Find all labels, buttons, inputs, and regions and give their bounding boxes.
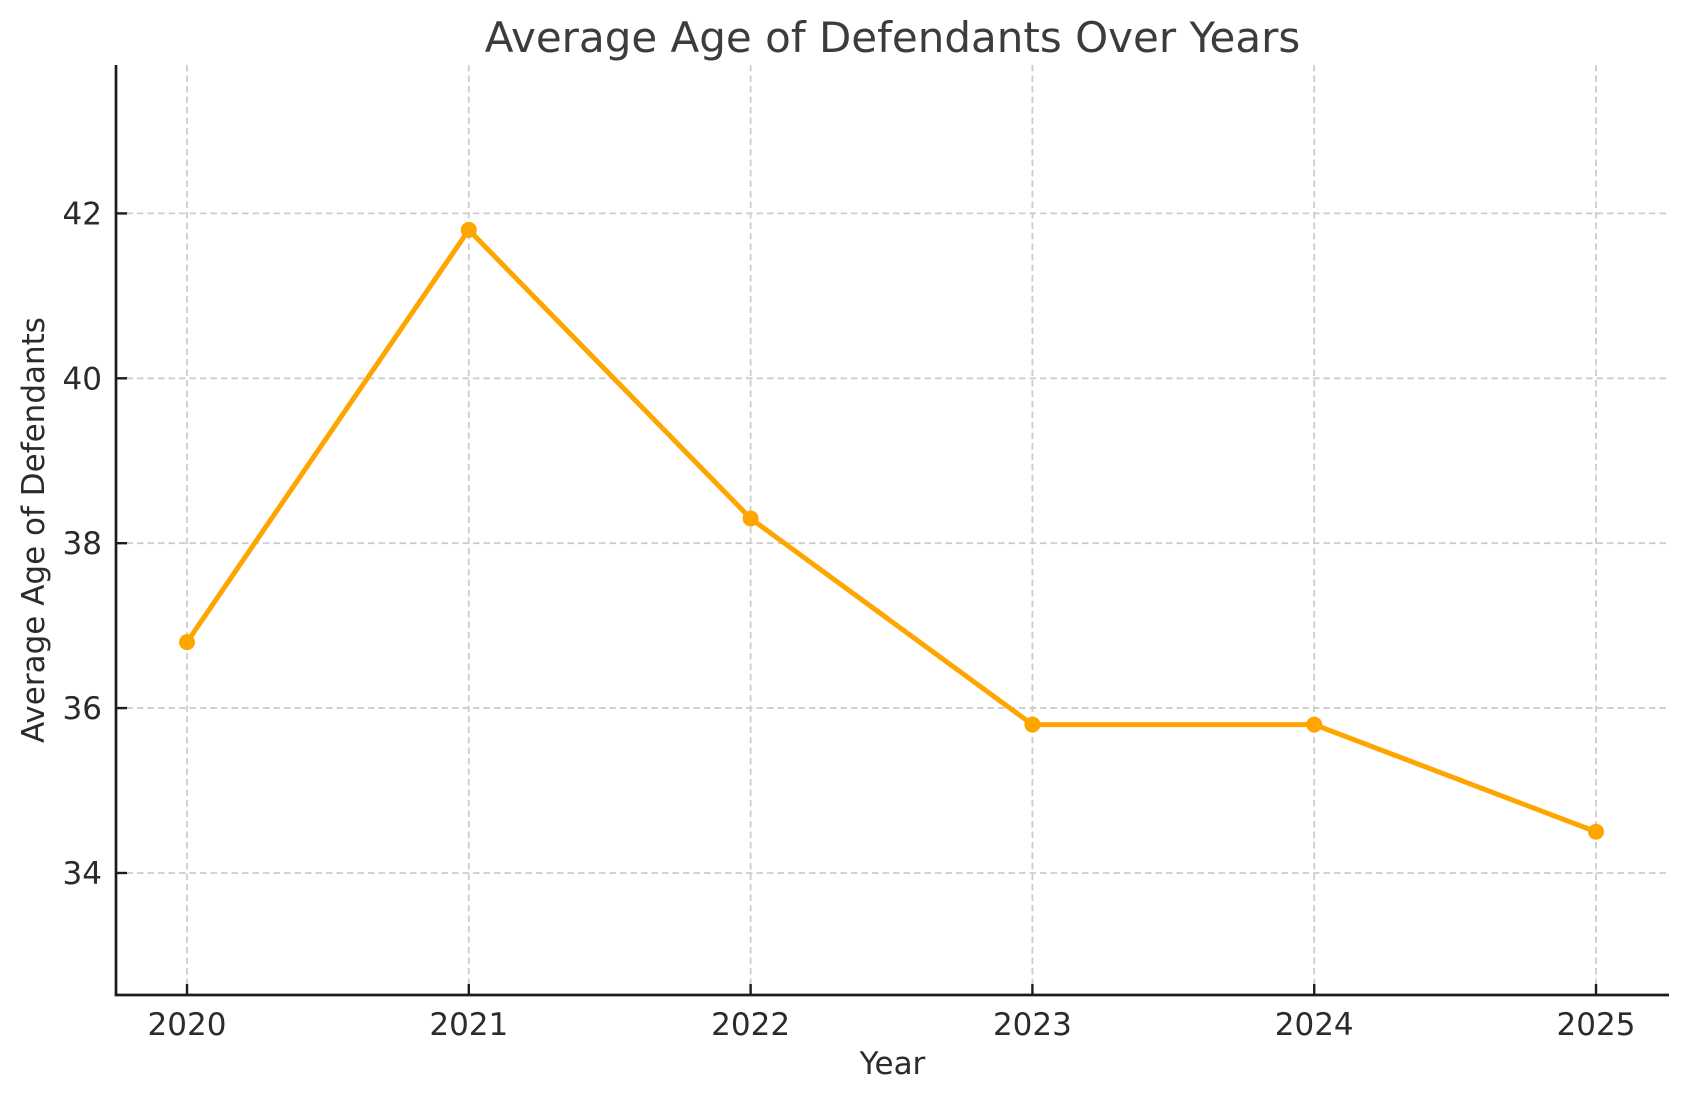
y-tick-label: 36: [63, 691, 102, 727]
data-point: [1588, 823, 1605, 840]
y-axis-label: Average Age of Defendants: [16, 317, 52, 743]
data-line: [184, 227, 1599, 835]
data-point: [742, 510, 759, 527]
grid-layer: [116, 65, 1669, 995]
data-point: [179, 634, 196, 651]
x-tick-label: 2024: [1275, 1007, 1354, 1043]
x-tick-label: 2021: [429, 1007, 508, 1043]
tick-label-layer: 2020 2021 2022 2023 2024 2025 34 36 38 40 42: [63, 196, 1636, 1043]
chart-title: Average Age of Defendants Over Years: [485, 13, 1301, 62]
x-tick-label: 2022: [711, 1007, 790, 1043]
x-axis-label: Year: [859, 1046, 926, 1082]
data-point: [1306, 716, 1323, 733]
axes-layer: [114, 65, 1669, 997]
y-tick-label: 38: [63, 526, 102, 562]
y-tick-label: 40: [63, 361, 102, 397]
x-tick-label: 2023: [993, 1007, 1072, 1043]
y-tick-label: 42: [63, 196, 102, 232]
data-point: [1024, 716, 1041, 733]
x-tick-label: 2025: [1557, 1007, 1636, 1043]
data-series-layer: [179, 221, 1605, 840]
data-point: [460, 221, 477, 238]
y-tick-label: 34: [63, 856, 102, 892]
x-tick-label: 2020: [148, 1007, 227, 1043]
